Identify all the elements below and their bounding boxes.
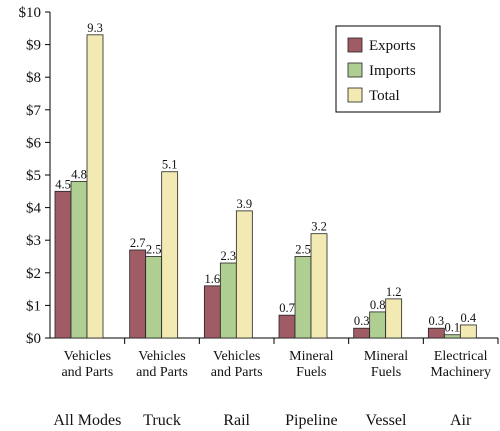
x-category-label: Machinery <box>430 365 491 380</box>
bars <box>54 34 477 339</box>
y-tick-label: $3 <box>26 233 41 249</box>
legend-label: Exports <box>369 38 416 54</box>
bar-exports <box>129 249 147 339</box>
data-label: 9.3 <box>87 21 103 35</box>
x-mode-label: Air <box>450 412 472 429</box>
x-mode-label: Vessel <box>366 412 407 429</box>
x-category-label: Vehicles <box>138 349 185 364</box>
bar-total <box>385 298 403 339</box>
data-labels: 4.54.89.32.7 2.55.11.62.33.90.72.53.20.30… <box>55 21 477 335</box>
x-category-label: and Parts <box>211 365 263 380</box>
legend-swatch <box>347 87 363 103</box>
x-category-label: and Parts <box>136 365 188 380</box>
bar-exports <box>353 327 371 339</box>
data-label: 1.6 <box>205 272 221 286</box>
legend-label: Total <box>369 88 400 104</box>
bar-imports <box>70 181 88 339</box>
x-category-label: and Parts <box>61 365 113 380</box>
bar-imports <box>294 256 312 339</box>
x-category-label: Mineral <box>289 349 333 364</box>
data-label: 4.5 <box>55 177 71 191</box>
y-tick-label: $0 <box>26 331 41 347</box>
data-label: 0.7 <box>279 301 295 315</box>
bar-imports <box>443 334 461 339</box>
x-category-label: Electrical <box>434 349 488 364</box>
x-mode-label: Rail <box>223 412 250 429</box>
y-tick-label: $7 <box>26 103 42 119</box>
bar-exports <box>427 327 445 339</box>
y-tick-label: $6 <box>26 135 42 151</box>
legend-label: Imports <box>369 63 416 79</box>
data-label: 1.2 <box>386 285 402 299</box>
bar-total <box>235 210 253 339</box>
y-tick-label: $1 <box>26 298 41 314</box>
y-tick-label: $8 <box>26 70 41 86</box>
data-label: 5.1 <box>162 158 178 172</box>
y-tick-label: $9 <box>26 38 41 54</box>
bar-total <box>459 324 477 339</box>
data-label: 0.4 <box>461 311 477 325</box>
x-mode-label: Truck <box>143 412 181 429</box>
bar-imports <box>145 256 163 339</box>
data-label: 0.1 <box>445 321 461 335</box>
y-tick-label: $4 <box>26 201 42 217</box>
x-category-label: Vehicles <box>64 349 111 364</box>
data-label: 0.3 <box>429 314 445 328</box>
data-label: 2.5 <box>146 243 162 257</box>
data-label: 0.8 <box>370 298 386 312</box>
data-label: 4.8 <box>71 168 87 182</box>
y-axis: $0 $1 $2 $3 $4 $5 $6 $7 $8 $9 $10 <box>19 5 51 347</box>
bar-imports <box>219 262 237 339</box>
x-mode-label: Pipeline <box>285 412 337 429</box>
bar-total <box>161 171 179 339</box>
bar-total <box>310 233 328 339</box>
y-tick-label: $10 <box>19 5 42 21</box>
y-tick-label: $2 <box>26 266 41 282</box>
x-mode-label: All Modes <box>53 412 121 429</box>
data-label: 2.3 <box>221 249 237 263</box>
data-label: 3.9 <box>237 197 253 211</box>
data-label: 2.5 <box>295 243 311 257</box>
bar-exports <box>54 190 72 339</box>
legend-swatch <box>347 62 363 78</box>
data-label: 2.7 <box>130 236 146 250</box>
legend: Exports Imports Total <box>335 25 441 113</box>
bar-total <box>86 34 104 339</box>
bar-exports <box>278 314 296 339</box>
data-label: 3.2 <box>311 220 327 234</box>
y-tick-label: $5 <box>26 168 41 184</box>
legend-swatch <box>347 37 363 53</box>
x-category-label: Mineral <box>364 349 408 364</box>
x-category-label: Fuels <box>296 365 326 380</box>
x-category-label: Fuels <box>371 365 401 380</box>
x-category-label: Vehicles <box>213 349 260 364</box>
bar-imports <box>369 311 387 339</box>
data-label: 0.3 <box>354 314 370 328</box>
bar-exports <box>203 285 221 339</box>
